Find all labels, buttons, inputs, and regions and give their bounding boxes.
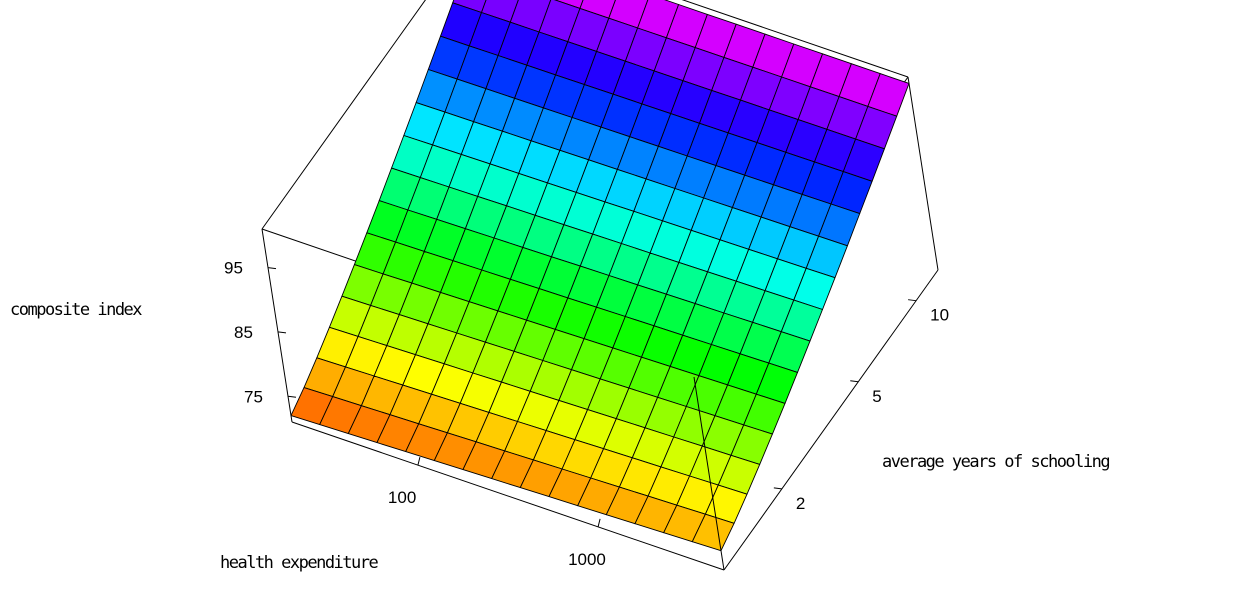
box-edge <box>261 0 426 230</box>
z-tick-mark <box>267 267 277 270</box>
x-tick-label: 1000 <box>568 550 606 569</box>
axes: composite index average years of schooli… <box>10 259 1111 573</box>
y-tick-label: 2 <box>796 494 805 513</box>
bounding-box-front <box>291 269 939 571</box>
surface <box>290 0 910 552</box>
z-tick-label: 95 <box>224 259 243 278</box>
y-tick-label: 5 <box>872 387 881 406</box>
box-edge <box>261 228 293 423</box>
box-edge <box>723 269 939 571</box>
z-axis-label: composite index <box>10 300 142 320</box>
y-axis-label: average years of schooling <box>882 452 1109 472</box>
y-tick-label: 10 <box>930 306 949 325</box>
y-tick-mark <box>850 380 859 383</box>
x-tick-label: 100 <box>388 488 416 507</box>
box-edge <box>693 376 725 571</box>
y-tick-mark <box>773 487 782 490</box>
z-tick-mark <box>287 395 297 398</box>
z-tick-label: 85 <box>234 323 253 342</box>
x-tick-mark <box>597 518 601 527</box>
surface-cell <box>691 513 735 552</box>
box-edge <box>907 76 939 271</box>
z-tick-mark <box>277 331 287 334</box>
x-tick-mark <box>417 457 421 466</box>
x-axis-label: health expenditure <box>220 553 378 573</box>
y-tick-mark <box>908 299 917 302</box>
z-tick-label: 75 <box>244 387 263 406</box>
box-edge <box>291 421 725 571</box>
box-edge <box>681 0 909 78</box>
